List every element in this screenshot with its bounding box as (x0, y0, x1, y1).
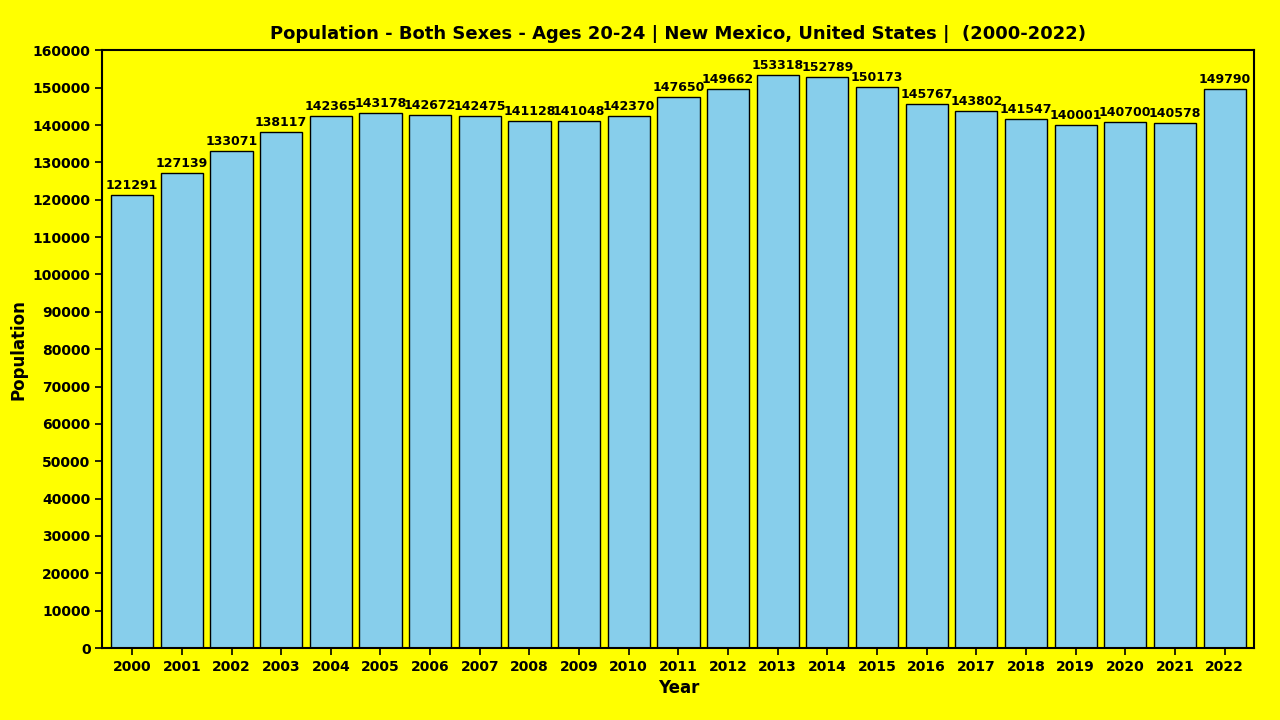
Bar (756, 76, 799, 648)
Bar (260, 132, 302, 648)
Bar (410, 115, 452, 648)
Text: 150173: 150173 (851, 71, 904, 84)
Bar (806, 77, 849, 648)
Text: 138117: 138117 (255, 116, 307, 129)
Bar (508, 121, 550, 648)
Text: 143178: 143178 (355, 97, 407, 110)
Bar (161, 173, 204, 648)
Text: 145767: 145767 (901, 88, 952, 101)
Text: 149662: 149662 (701, 73, 754, 86)
Text: 141048: 141048 (553, 105, 605, 118)
Bar (955, 111, 997, 648)
Text: 133071: 133071 (205, 135, 257, 148)
Text: 142475: 142475 (453, 100, 506, 113)
Bar (905, 104, 947, 648)
Text: 147650: 147650 (653, 81, 704, 94)
Bar (658, 96, 699, 648)
X-axis label: Year: Year (658, 680, 699, 698)
Text: 127139: 127139 (156, 157, 207, 170)
Bar (360, 113, 402, 648)
Bar (1203, 89, 1245, 648)
Text: 140700: 140700 (1100, 107, 1152, 120)
Title: Population - Both Sexes - Ages 20-24 | New Mexico, United States |  (2000-2022): Population - Both Sexes - Ages 20-24 | N… (270, 25, 1087, 43)
Text: 142365: 142365 (305, 100, 357, 113)
Bar (1105, 122, 1147, 648)
Bar (707, 89, 749, 648)
Bar (1055, 125, 1097, 648)
Bar (1153, 123, 1196, 648)
Y-axis label: Population: Population (9, 299, 27, 400)
Bar (856, 87, 899, 648)
Bar (111, 195, 154, 648)
Bar (458, 116, 500, 648)
Bar (608, 116, 650, 648)
Text: 143802: 143802 (950, 95, 1002, 108)
Text: 141547: 141547 (1000, 104, 1052, 117)
Bar (1005, 120, 1047, 648)
Text: 142370: 142370 (603, 100, 655, 113)
Text: 152789: 152789 (801, 61, 854, 74)
Text: 140001: 140001 (1050, 109, 1102, 122)
Bar (310, 116, 352, 648)
Text: 142672: 142672 (404, 99, 456, 112)
Bar (558, 121, 600, 648)
Text: 149790: 149790 (1198, 73, 1251, 86)
Bar (210, 151, 252, 648)
Text: 141128: 141128 (503, 105, 556, 118)
Text: 140578: 140578 (1148, 107, 1201, 120)
Text: 121291: 121291 (106, 179, 159, 192)
Text: 153318: 153318 (751, 59, 804, 73)
